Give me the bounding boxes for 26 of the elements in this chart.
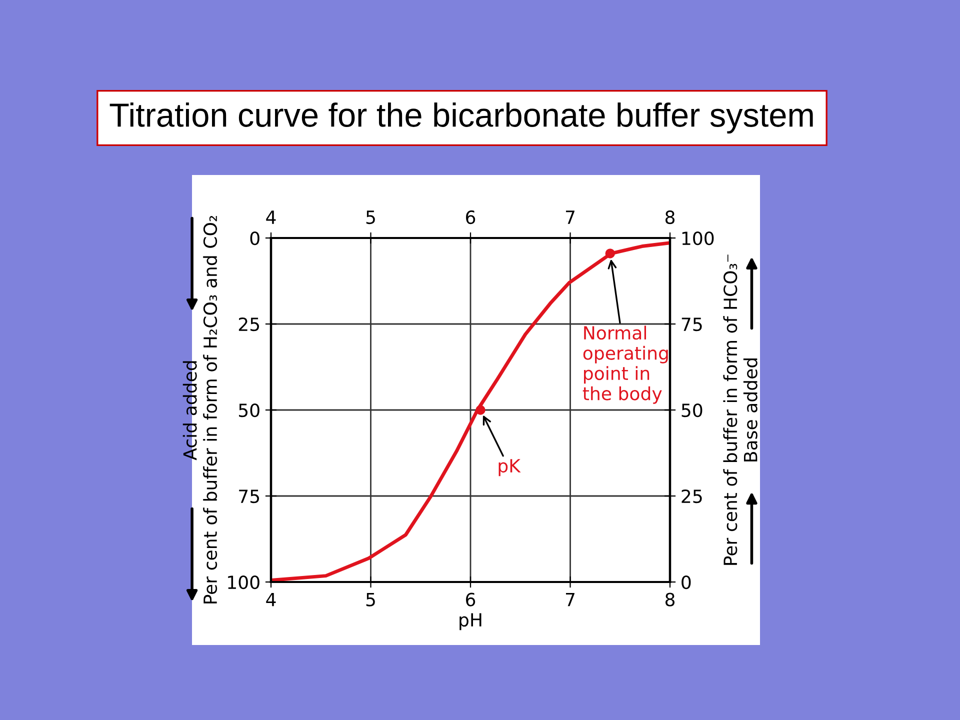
annotation: Normal operating point in the body	[582, 326, 668, 404]
y2-axis-title: Per cent of buffer in form of HCO₃⁻ Base added	[723, 254, 758, 565]
y-tick-label: 100	[228, 575, 260, 590]
x2-tick-label: 5	[366, 210, 375, 224]
x-axis-title: pH	[460, 613, 482, 630]
y-tick-label: 75	[239, 490, 260, 504]
y-axis-title: Acid added Per cent of buffer in form of H₂CO₃ and CO₂	[182, 216, 218, 604]
x-tick-label: 6	[466, 592, 476, 606]
x2-tick-label: 6	[466, 210, 476, 224]
chart-title: Titration curve for the bicarbonate buffer system	[110, 102, 813, 134]
x-tick-label: 5	[366, 592, 375, 606]
y-tick-label: 0	[250, 231, 260, 246]
y2-tick-label: 100	[682, 231, 714, 246]
annotation: pK	[498, 459, 521, 476]
y-tick-label: 50	[239, 403, 260, 418]
y2-tick-label: 50	[682, 403, 702, 418]
y2-tick-label: 25	[682, 489, 702, 504]
x-tick-label: 8	[665, 592, 675, 606]
x2-tick-label: 4	[266, 210, 276, 224]
x-tick-label: 7	[566, 592, 574, 606]
x-tick-label: 4	[266, 592, 276, 606]
y2-tick-label: 75	[682, 318, 702, 332]
x2-tick-label: 7	[566, 210, 574, 224]
y2-tick-label: 0	[682, 575, 691, 590]
y-tick-label: 25	[238, 317, 260, 332]
x2-tick-label: 8	[665, 210, 675, 224]
